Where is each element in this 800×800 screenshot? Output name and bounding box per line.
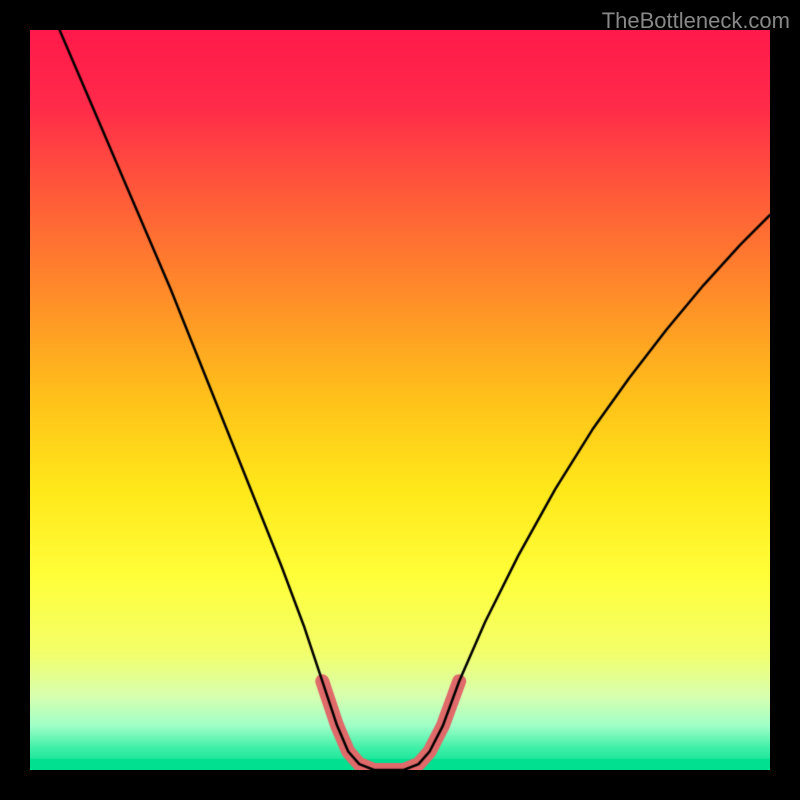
bottleneck-curve-chart [30,30,770,770]
stage: TheBottleneck.com [0,0,800,800]
watermark-text: TheBottleneck.com [602,8,790,34]
